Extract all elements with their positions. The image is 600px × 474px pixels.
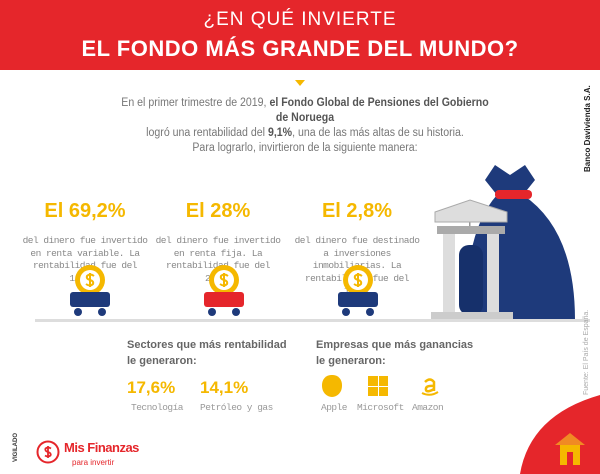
source-text: Fuente: El País de España. bbox=[583, 309, 590, 395]
sectors-title-line: Sectores que más rentabilidad bbox=[127, 339, 287, 351]
money-bag-bank-illustration bbox=[431, 165, 575, 320]
intro-text-part: En el primer trimestre de 2019, bbox=[121, 97, 270, 109]
company-label: Microsoft bbox=[357, 402, 404, 413]
intro-text-part: Para lograrlo, invirtieron de la siguien… bbox=[192, 142, 418, 154]
sectors-title-line: le generaron: bbox=[127, 355, 197, 367]
company-label: Amazon bbox=[412, 402, 444, 413]
logo-name: Mis Finanzas bbox=[64, 440, 139, 455]
credit-text: Banco Davivienda S.A. bbox=[583, 85, 592, 172]
coin-cart-icon bbox=[204, 265, 244, 316]
coin-cart-icon bbox=[338, 265, 378, 316]
title-line-1: ¿EN QUÉ INVIERTE bbox=[203, 9, 397, 30]
title-line-2: EL FONDO MÁS GRANDE DEL MUNDO? bbox=[81, 36, 519, 61]
companies-title-line: Empresas que más ganancias bbox=[316, 339, 474, 351]
sectors-title: Sectores que más rentabilidad le generaro… bbox=[127, 337, 287, 369]
davivienda-house-logo bbox=[520, 395, 600, 474]
sector-label: Tecnología bbox=[131, 402, 184, 413]
intro-bold-part: 9,1% bbox=[267, 127, 293, 139]
sector-value: 14,1% bbox=[200, 378, 249, 397]
companies-title: Empresas que más ganancias le generaron: bbox=[316, 337, 473, 369]
header-banner: ¿EN QUÉ INVIERTE EL FONDO MÁS GRANDE DEL… bbox=[0, 0, 600, 70]
percentage: El 69,2% bbox=[44, 200, 126, 222]
vigilado-text: VIGILADO bbox=[13, 432, 19, 462]
triangle-marker-icon bbox=[295, 80, 305, 86]
baseline-divider bbox=[35, 319, 590, 322]
amazon-icon bbox=[421, 378, 439, 396]
percentage: El 28% bbox=[185, 200, 251, 222]
sector-label: Petróleo y gas bbox=[200, 402, 273, 413]
microsoft-icon bbox=[368, 376, 388, 396]
coin-cart-icon bbox=[70, 265, 110, 316]
companies-title-line: le generaron: bbox=[316, 355, 386, 367]
logo-tagline: para invertir bbox=[72, 458, 115, 467]
finanzas-logo-icon bbox=[36, 440, 60, 464]
intro-text: En el primer trimestre de 2019, el Fondo… bbox=[116, 96, 493, 156]
percentage: El 2,8% bbox=[321, 200, 393, 222]
intro-bold-part: el Fondo Global de Pensiones del Gobiern… bbox=[269, 97, 489, 124]
company-label: Apple bbox=[321, 402, 348, 413]
intro-text-part: logró una rentabilidad del bbox=[146, 127, 268, 139]
intro-text-part: , una de las más altas de su historia. bbox=[292, 127, 464, 139]
sector-value: 17,6% bbox=[127, 378, 176, 397]
apple-icon bbox=[322, 375, 342, 397]
